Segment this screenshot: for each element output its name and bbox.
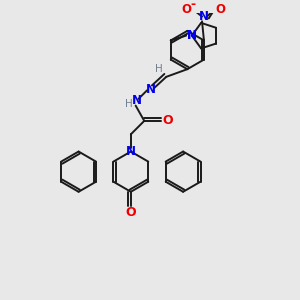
Text: N: N	[199, 10, 209, 23]
Text: O: O	[162, 114, 172, 128]
Text: -: -	[191, 0, 196, 11]
Text: O: O	[215, 3, 225, 16]
Text: H: H	[125, 99, 133, 109]
Text: O: O	[182, 3, 192, 16]
Text: H: H	[155, 64, 163, 74]
Text: O: O	[125, 206, 136, 219]
Text: N: N	[126, 145, 136, 158]
Text: N: N	[146, 83, 156, 96]
Text: N: N	[187, 29, 197, 42]
Text: N: N	[132, 94, 142, 107]
Text: N: N	[187, 29, 197, 42]
